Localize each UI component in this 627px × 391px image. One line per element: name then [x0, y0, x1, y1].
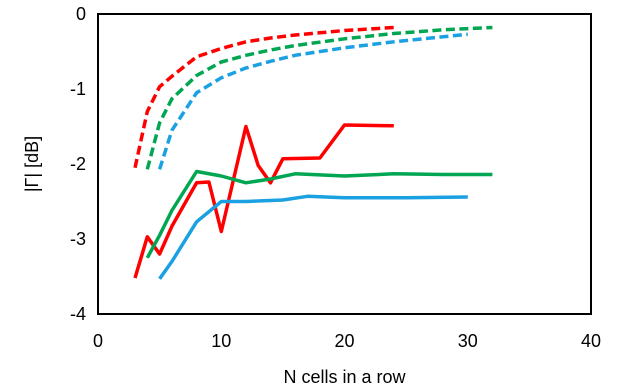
y-tick-label: 0 — [76, 4, 86, 24]
series-layer — [133, 25, 493, 280]
y-tick-label: -3 — [70, 229, 86, 249]
y-tick-label: -1 — [70, 79, 86, 99]
y-axis-title: |Γ| [dB] — [22, 136, 42, 192]
x-tick-label: 20 — [334, 331, 354, 351]
x-tick-label: 10 — [211, 331, 231, 351]
dashed-series-line-0 — [133, 25, 394, 169]
y-tick-label: -2 — [70, 154, 86, 174]
x-tick-label: 30 — [458, 331, 478, 351]
x-tick-label: 0 — [93, 331, 103, 351]
dashed-series-line-1 — [145, 25, 493, 170]
solid-series-line-5 — [158, 194, 468, 280]
x-axis-tick-labels: 0 10 20 30 40 — [93, 331, 601, 351]
y-tick-label: -4 — [70, 304, 86, 324]
x-tick-label: 40 — [581, 331, 601, 351]
y-axis-tick-labels: 0 -1 -2 -3 -4 — [70, 4, 86, 324]
plot-area-frame — [97, 13, 592, 315]
dashed-series-line-2 — [157, 32, 468, 170]
solid-series-line-4 — [145, 169, 493, 259]
x-axis-title: N cells in a row — [283, 367, 406, 387]
